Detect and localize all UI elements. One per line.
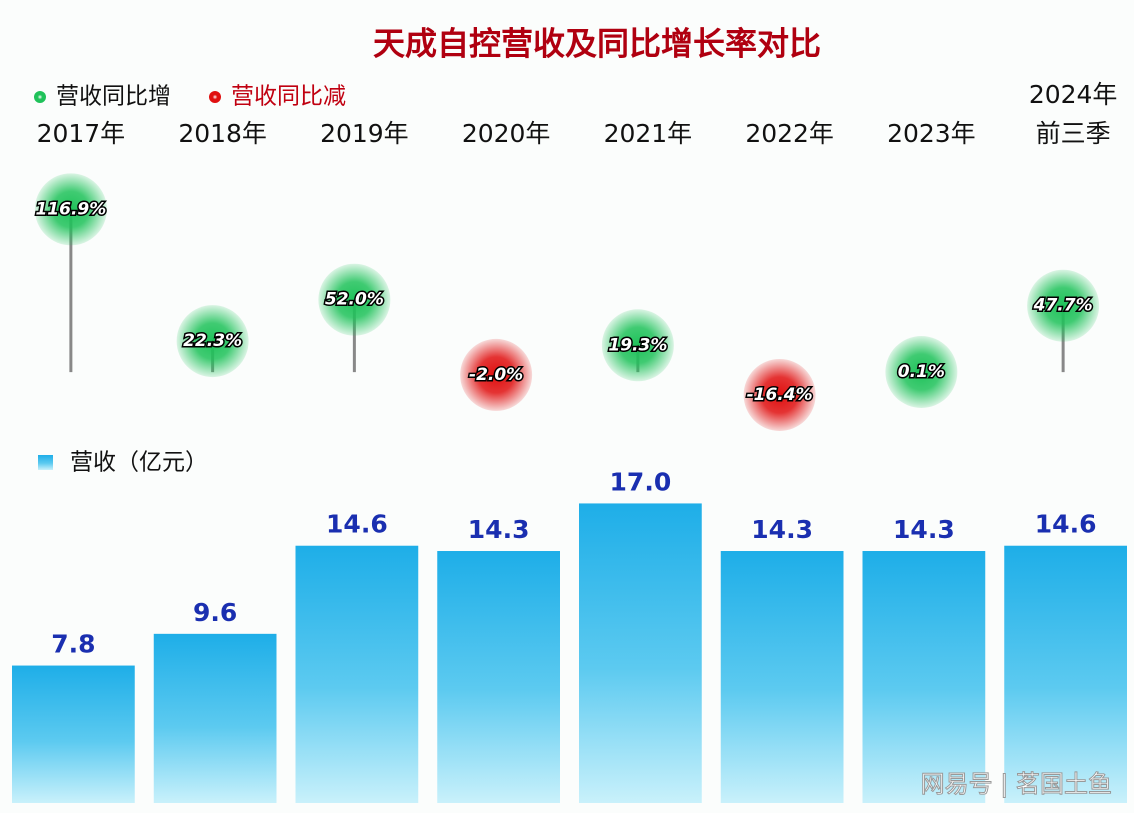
bar [579,503,702,803]
value-label: 14.3 [468,515,530,544]
bar [153,633,277,803]
category-label: 2019年 [320,119,409,148]
growth-bubble [318,263,391,336]
bar [1004,545,1127,803]
category-label: 2021年 [603,119,693,148]
value-label: 14.6 [1035,510,1097,539]
category-label: 2017年 [36,119,126,148]
bar [12,665,135,803]
growth-bubble [885,336,958,409]
legend-label: 营收同比减 [231,84,346,110]
bar [295,545,419,803]
value-label: 9.6 [193,598,237,627]
watermark: 网易号 | 茗国土鱼 [921,770,1112,798]
legend-marker [34,91,46,103]
value-label: 7.8 [51,630,95,659]
value-label: 14.3 [893,515,955,544]
value-label: 14.3 [751,515,813,544]
value-label: 22.3% [183,331,242,351]
value-label: 52.0% [325,290,384,310]
growth-bubble [601,309,674,382]
legend-marker [38,455,53,470]
value-label: 0.1% [898,362,945,382]
category-label: 2024年 前三季 [1028,80,1118,148]
legend-label: 营收（亿元） [70,450,208,476]
category-label: 2022年 [745,119,834,148]
legend-marker [209,91,221,103]
value-label: 17.0 [610,467,672,496]
value-label: 47.7% [1033,296,1093,316]
growth-bubble [743,358,816,431]
growth-bubble [34,173,107,246]
bar [862,551,986,803]
value-label: -16.4% [747,385,813,405]
category-label: 2018年 [178,119,267,148]
chart-title: 天成自控营收及同比增长率对比 [373,25,821,63]
category-label: 2023年 [887,119,976,148]
growth-bubble [1027,269,1100,342]
value-label: 19.3% [608,335,667,355]
bar [437,551,560,803]
legend-label: 营收同比增 [56,84,171,110]
value-label: -2.0% [469,365,523,385]
value-label: 14.6 [326,510,388,539]
growth-bubble [176,305,249,378]
value-label: 116.9% [35,199,106,219]
growth-bubble [460,338,533,411]
bar [720,551,844,803]
category-label: 2020年 [461,119,551,148]
